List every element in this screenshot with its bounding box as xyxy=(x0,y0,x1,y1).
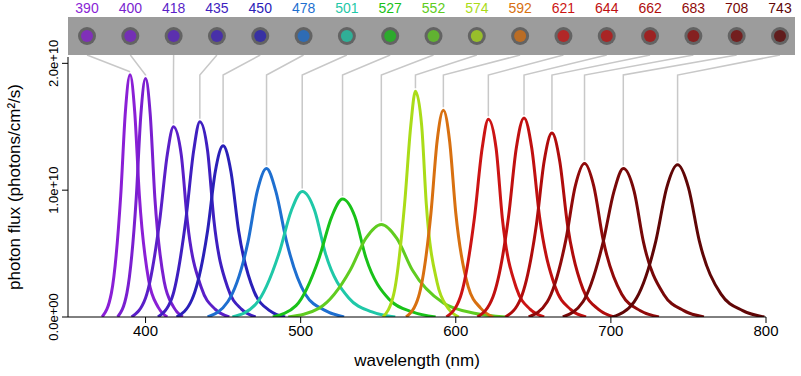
svg-text:0.0e+00: 0.0e+00 xyxy=(46,293,61,340)
svg-text:400: 400 xyxy=(133,322,158,339)
svg-text:600: 600 xyxy=(443,322,468,339)
svg-text:574: 574 xyxy=(465,0,489,16)
svg-text:400: 400 xyxy=(119,0,143,16)
svg-text:2.0e+10: 2.0e+10 xyxy=(46,40,61,87)
svg-text:500: 500 xyxy=(288,322,313,339)
svg-text:683: 683 xyxy=(682,0,706,16)
svg-text:743: 743 xyxy=(768,0,792,16)
svg-text:708: 708 xyxy=(725,0,749,16)
svg-text:662: 662 xyxy=(638,0,662,16)
svg-text:390: 390 xyxy=(75,0,99,16)
svg-text:wavelength (nm): wavelength (nm) xyxy=(353,351,480,370)
svg-text:552: 552 xyxy=(422,0,446,16)
svg-text:450: 450 xyxy=(249,0,273,16)
svg-text:527: 527 xyxy=(379,0,403,16)
svg-text:621: 621 xyxy=(552,0,576,16)
svg-text:418: 418 xyxy=(162,0,186,16)
svg-text:800: 800 xyxy=(753,322,778,339)
svg-text:592: 592 xyxy=(508,0,532,16)
svg-text:501: 501 xyxy=(335,0,359,16)
svg-text:1.0e+10: 1.0e+10 xyxy=(46,166,61,213)
svg-text:700: 700 xyxy=(598,322,623,339)
svg-text:478: 478 xyxy=(292,0,316,16)
svg-text:photon flux (photons/cm²/s): photon flux (photons/cm²/s) xyxy=(5,84,24,290)
svg-text:644: 644 xyxy=(595,0,619,16)
svg-text:435: 435 xyxy=(205,0,229,16)
